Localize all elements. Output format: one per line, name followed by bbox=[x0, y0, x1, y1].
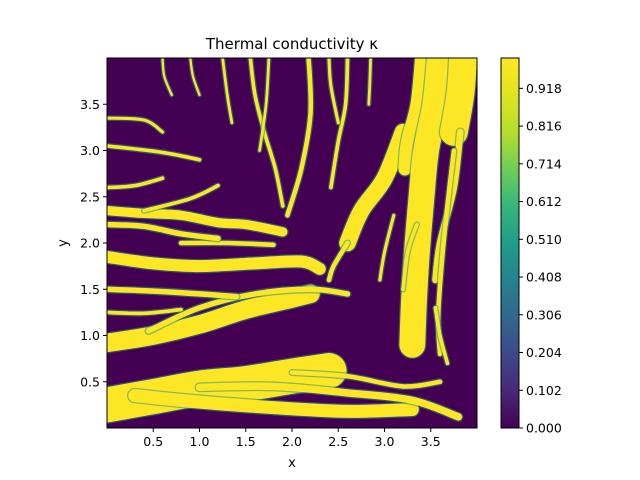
colorbar-tick-label: 0.408 bbox=[526, 270, 562, 285]
channel-14 bbox=[107, 144, 202, 162]
channel-8 bbox=[107, 250, 326, 275]
channel-9 bbox=[178, 240, 276, 248]
channel-34 bbox=[433, 305, 450, 366]
x-tick-label: 0.5 bbox=[143, 434, 163, 449]
y-tick-label: 1.5 bbox=[80, 282, 100, 297]
y-tick-label: 0.5 bbox=[80, 374, 100, 389]
x-tick-label: 1.0 bbox=[190, 434, 210, 449]
y-tick-label: 3.0 bbox=[80, 143, 100, 158]
x-tick-label: 3.0 bbox=[375, 434, 395, 449]
channel-28 bbox=[399, 58, 453, 358]
channel-2 bbox=[195, 382, 463, 421]
colorbar-tick-label: 0.000 bbox=[526, 421, 562, 436]
y-tick-label: 2.5 bbox=[80, 189, 100, 204]
colorbar-tick-label: 0.714 bbox=[526, 156, 562, 171]
channel-6 bbox=[107, 286, 240, 300]
y-tick-label: 2.0 bbox=[80, 236, 100, 251]
channel-5 bbox=[145, 286, 351, 334]
colorbar-tick-label: 0.102 bbox=[526, 383, 562, 398]
channel-19 bbox=[221, 58, 234, 125]
y-tick-label: 3.5 bbox=[80, 97, 100, 112]
colorbar-tick-label: 0.510 bbox=[526, 232, 562, 247]
channel-20 bbox=[189, 58, 201, 97]
x-tick-label: 3.5 bbox=[421, 434, 441, 449]
channel-17 bbox=[258, 58, 271, 152]
channel-7 bbox=[107, 307, 183, 316]
colorbar-tick-label: 0.306 bbox=[526, 307, 562, 322]
x-axis-label: x bbox=[288, 456, 296, 471]
colorbar-ticks: 0.000 0.102 0.204 0.306 0.408 0.510 0.612 0.714… bbox=[519, 81, 562, 436]
channel-15 bbox=[107, 116, 165, 134]
chart-title: Thermal conductivity κ bbox=[205, 35, 378, 53]
x-tick-label: 2.5 bbox=[328, 434, 348, 449]
channel-33 bbox=[378, 213, 396, 282]
channel-23 bbox=[367, 58, 372, 106]
y-axis-label: y bbox=[56, 239, 71, 247]
colorbar-tick-label: 0.204 bbox=[526, 345, 562, 360]
channel-layer bbox=[107, 58, 477, 424]
channel-27 bbox=[398, 58, 428, 176]
channel-21 bbox=[161, 58, 173, 97]
y-axis-ticks: 0.5 1.0 1.5 2.0 2.5 3.0 3.5 bbox=[80, 97, 107, 389]
channel-11 bbox=[107, 221, 221, 242]
channel-4 bbox=[107, 284, 320, 353]
channel-12 bbox=[142, 183, 220, 213]
channel-18 bbox=[285, 58, 314, 218]
x-axis-ticks: 0.5 1.0 1.5 2.0 2.5 3.0 3.5 bbox=[143, 428, 441, 449]
heatmap-plot-area bbox=[107, 58, 477, 428]
x-tick-label: 1.5 bbox=[236, 434, 256, 449]
colorbar-tick-label: 0.816 bbox=[526, 119, 562, 134]
colorbar-tick-label: 0.612 bbox=[526, 194, 562, 209]
channel-13 bbox=[107, 176, 165, 190]
channel-1 bbox=[128, 389, 419, 418]
channel-26 bbox=[326, 240, 350, 283]
colorbar-tick-label: 0.918 bbox=[526, 81, 562, 96]
x-tick-label: 2.0 bbox=[282, 434, 302, 449]
colorbar bbox=[500, 57, 520, 429]
y-tick-label: 1.0 bbox=[80, 328, 100, 343]
channel-25 bbox=[339, 123, 412, 252]
channel-24 bbox=[327, 58, 340, 125]
channel-32 bbox=[401, 222, 419, 292]
channel-10 bbox=[107, 205, 288, 237]
channel-22 bbox=[329, 58, 350, 190]
channel-3 bbox=[289, 370, 443, 389]
channel-29 bbox=[440, 58, 477, 146]
